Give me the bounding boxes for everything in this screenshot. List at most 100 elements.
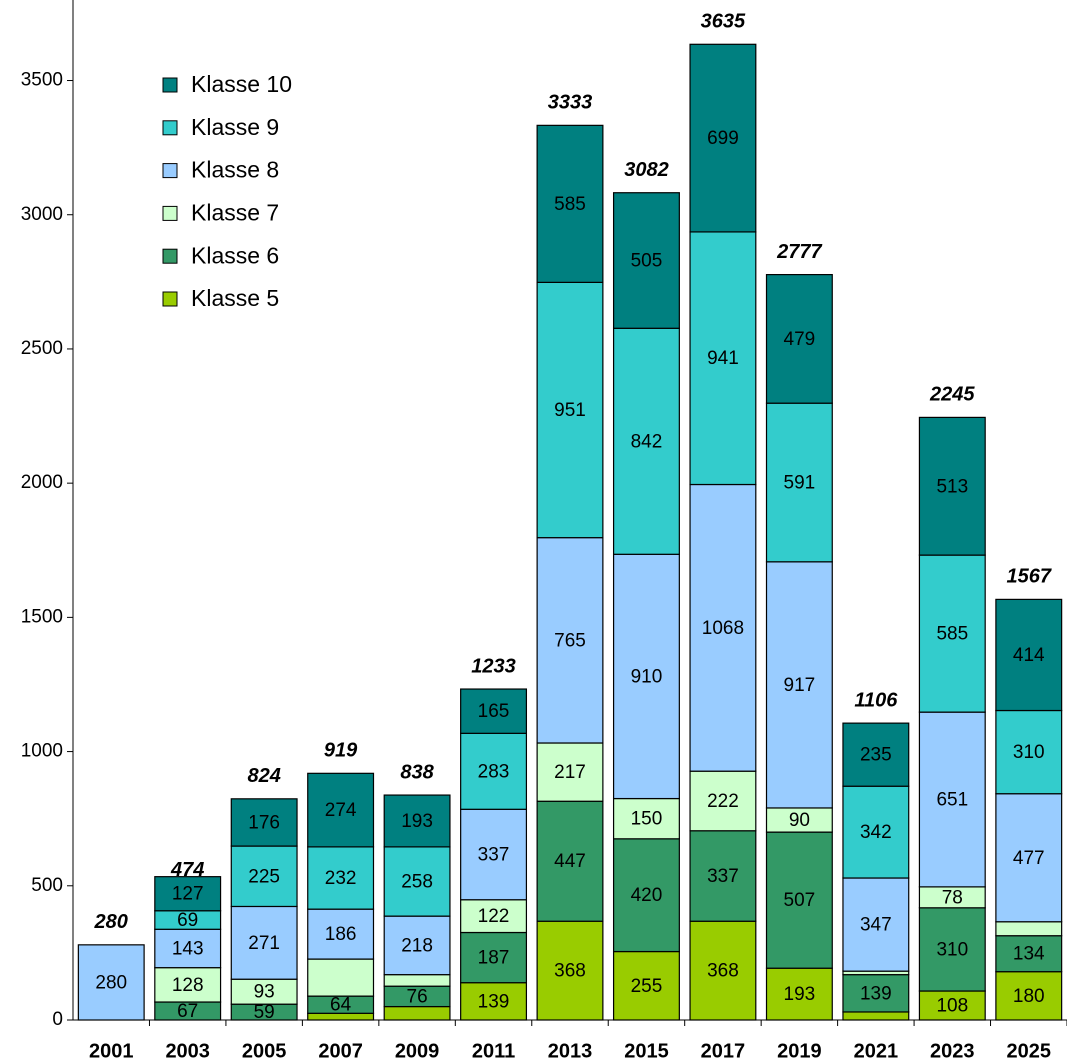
- value-label: 108: [936, 996, 968, 1017]
- bar-segment: [383, 794, 451, 848]
- bar-segment: [230, 905, 298, 980]
- legend-swatch: [162, 248, 178, 264]
- bar-segment: [995, 921, 1063, 937]
- x-tick-label: 2023: [930, 1040, 975, 1061]
- value-label: 180: [1013, 986, 1045, 1007]
- bar-segment: [154, 876, 222, 912]
- value-label: 477: [1013, 848, 1045, 869]
- bar-segment: [460, 808, 528, 901]
- value-label: 225: [248, 866, 280, 887]
- bar-segment: [230, 978, 298, 1005]
- value-label: 218: [401, 935, 433, 956]
- bar-segment: [689, 231, 757, 486]
- value-label: 368: [707, 961, 739, 982]
- value-label: 127: [172, 884, 204, 905]
- bar-segment: [918, 416, 986, 556]
- bar-segment: [536, 281, 604, 539]
- value-label: 414: [1013, 645, 1045, 666]
- x-tick-label: 2017: [701, 1040, 746, 1061]
- total-label: 3635: [701, 11, 746, 33]
- value-label: 280: [95, 972, 127, 993]
- value-label: 258: [401, 872, 433, 893]
- value-label: 368: [554, 961, 586, 982]
- value-label: 235: [860, 745, 892, 766]
- value-label: 187: [478, 948, 510, 969]
- legend-label: Klasse 9: [191, 114, 279, 140]
- total-label: 3333: [548, 92, 593, 114]
- value-label: 274: [325, 800, 357, 821]
- value-label: 150: [631, 809, 663, 830]
- bar-segment: [842, 1011, 910, 1021]
- bar-segment: [689, 43, 757, 233]
- bar-segment: [612, 950, 680, 1021]
- y-tick-label: 1500: [21, 606, 63, 627]
- bar-segment: [612, 192, 680, 329]
- bar-segment: [536, 742, 604, 802]
- bar-segment: [460, 982, 528, 1021]
- value-label: 78: [942, 887, 963, 908]
- value-label: 122: [478, 906, 510, 927]
- value-label: 342: [860, 822, 892, 843]
- value-label: 59: [254, 1002, 275, 1023]
- bar-segment: [842, 877, 910, 972]
- value-label: 479: [784, 329, 816, 350]
- x-tick-label: 2009: [395, 1040, 440, 1061]
- bar-segment: [765, 831, 833, 969]
- value-label: 139: [478, 991, 510, 1012]
- legend-swatch: [162, 291, 178, 307]
- bar-segment: [536, 920, 604, 1021]
- value-label: 193: [401, 811, 433, 832]
- value-label: 93: [254, 982, 275, 1003]
- value-label: 271: [248, 933, 280, 954]
- bar-segment: [842, 785, 910, 879]
- y-tick-label: 3000: [21, 204, 63, 225]
- value-label: 337: [478, 845, 510, 866]
- bar-segment: [842, 974, 910, 1013]
- bar-segment: [307, 772, 375, 848]
- bar-segment: [460, 899, 528, 934]
- x-tick-label: 2025: [1007, 1040, 1052, 1061]
- legend-label: Klasse 5: [191, 285, 279, 311]
- bar-segment: [612, 553, 680, 800]
- value-label: 134: [1013, 944, 1045, 965]
- legend-swatch: [162, 205, 178, 221]
- value-label: 585: [554, 194, 586, 215]
- value-label: 310: [936, 939, 968, 960]
- bar-segment: [307, 846, 375, 910]
- y-tick-label: 500: [31, 875, 63, 896]
- legend-label: Klasse 7: [191, 199, 279, 225]
- value-label: 765: [554, 630, 586, 651]
- value-label: 176: [248, 812, 280, 833]
- value-label: 1068: [702, 618, 744, 639]
- value-label: 447: [554, 851, 586, 872]
- x-tick-label: 2005: [242, 1040, 287, 1061]
- x-tick-label: 2007: [318, 1040, 363, 1061]
- total-label: 2245: [929, 384, 975, 406]
- value-label: 917: [784, 675, 816, 696]
- bar-segment: [918, 907, 986, 992]
- y-tick-label: 2500: [21, 338, 63, 359]
- value-label: 76: [407, 986, 428, 1007]
- bar-segment: [536, 800, 604, 922]
- y-tick-label: 1000: [21, 741, 63, 762]
- value-label: 513: [936, 476, 968, 497]
- bar-segment: [765, 807, 833, 833]
- value-label: 69: [177, 910, 198, 931]
- bar-segment: [842, 722, 910, 787]
- value-label: 585: [936, 624, 968, 645]
- value-label: 165: [478, 701, 510, 722]
- value-label: 143: [172, 938, 204, 959]
- total-label: 2777: [776, 241, 822, 263]
- total-label: 474: [170, 859, 204, 881]
- bar-segment: [230, 798, 298, 847]
- total-label: 1106: [854, 689, 898, 711]
- x-tick-label: 2019: [777, 1040, 822, 1061]
- bar-segment: [765, 402, 833, 563]
- value-label: 128: [172, 975, 204, 996]
- value-label: 67: [177, 1001, 198, 1022]
- value-label: 310: [1013, 742, 1045, 763]
- bar-segment: [995, 935, 1063, 973]
- value-label: 90: [789, 810, 810, 831]
- bar-segment: [383, 974, 451, 987]
- value-label: 64: [330, 995, 352, 1016]
